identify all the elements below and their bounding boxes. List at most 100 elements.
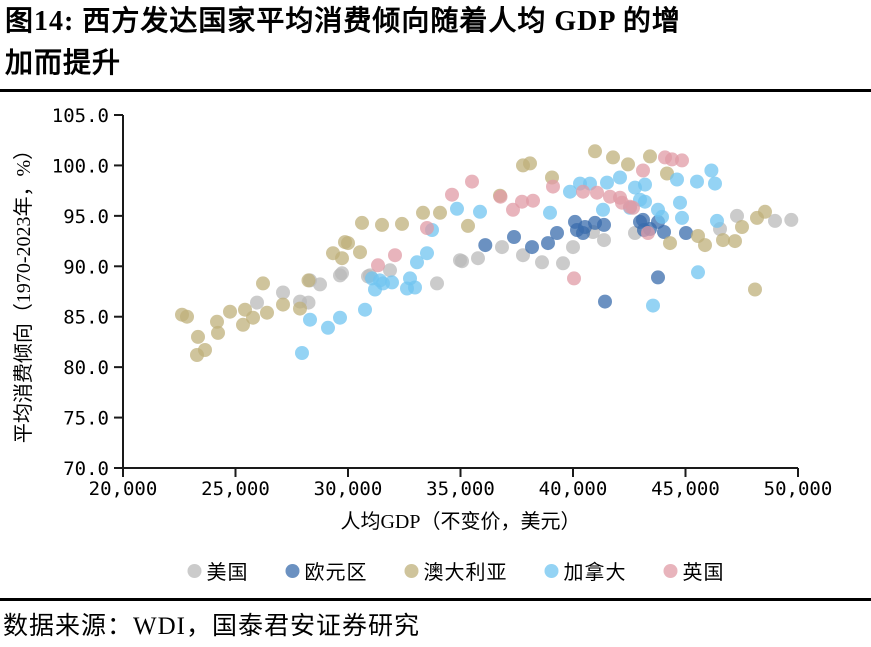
y-tick-label: 75.0 [63, 408, 109, 430]
data-point-加拿大 [600, 175, 614, 190]
data-point-欧元区 [597, 217, 611, 232]
data-point-加拿大 [638, 177, 652, 192]
data-point-加拿大 [596, 202, 610, 217]
data-point-加拿大 [303, 312, 317, 327]
y-tick-label: 90.0 [63, 256, 109, 278]
data-point-欧元区 [550, 226, 564, 240]
data-point-澳大利亚 [335, 251, 349, 266]
legend-marker-icon [187, 563, 202, 578]
legend-label: 澳大利亚 [423, 562, 508, 584]
data-point-澳大利亚 [211, 325, 225, 340]
data-point-加拿大 [295, 346, 309, 360]
data-point-澳大利亚 [198, 343, 212, 357]
data-point-美国 [430, 276, 444, 291]
data-point-加拿大 [410, 255, 424, 270]
data-point-澳大利亚 [433, 205, 447, 220]
data-point-加拿大 [638, 194, 652, 209]
data-point-美国 [455, 254, 469, 269]
data-point-澳大利亚 [223, 304, 237, 319]
data-point-英国 [420, 221, 434, 235]
x-tick-label: 40,000 [539, 478, 608, 500]
legend-marker-icon [544, 563, 559, 578]
data-point-美国 [768, 213, 782, 228]
data-point-加拿大 [613, 170, 627, 185]
data-point-加拿大 [321, 320, 335, 335]
data-point-英国 [526, 193, 540, 208]
legend-label: 美国 [206, 562, 249, 584]
y-tick-label: 105.0 [52, 105, 109, 127]
data-point-澳大利亚 [748, 282, 762, 297]
data-point-澳大利亚 [293, 301, 307, 316]
data-point-加拿大 [358, 302, 372, 317]
data-point-澳大利亚 [260, 305, 274, 320]
data-point-英国 [641, 226, 655, 240]
data-point-英国 [576, 184, 590, 199]
data-point-澳大利亚 [341, 236, 355, 251]
bottom-divider [0, 598, 871, 601]
legend: 美国 欧元区 澳大利亚 加拿大 英国 [187, 556, 725, 585]
y-tick-label: 100.0 [52, 155, 109, 177]
chart-title: 图14: 西方发达国家平均消费倾向随着人均 GDP 的增 加而提升 [5, 1, 865, 85]
data-point-澳大利亚 [663, 236, 677, 251]
data-point-加拿大 [675, 210, 689, 225]
data-point-加拿大 [420, 246, 434, 261]
x-tick-label: 30,000 [314, 478, 383, 500]
data-point-加拿大 [646, 298, 660, 313]
data-point-加拿大 [704, 163, 719, 178]
data-point-澳大利亚 [643, 149, 657, 164]
x-tick-label: 35,000 [426, 478, 495, 500]
data-point-加拿大 [543, 205, 557, 220]
x-tick-label: 50,000 [764, 478, 833, 500]
data-point-英国 [445, 187, 459, 202]
legend-item-加拿大: 加拿大 [544, 556, 627, 585]
data-point-美国 [597, 233, 611, 248]
legend-item-澳大利亚: 澳大利亚 [404, 556, 508, 585]
data-point-美国 [383, 263, 397, 278]
data-point-澳大利亚 [210, 314, 224, 329]
data-point-英国 [636, 163, 650, 178]
data-point-欧元区 [651, 270, 665, 285]
data-point-欧元区 [657, 225, 671, 239]
data-point-加拿大 [691, 265, 705, 280]
data-point-英国 [388, 248, 402, 263]
data-point-美国 [784, 212, 799, 227]
data-point-欧元区 [525, 240, 539, 255]
y-axis-title: 平均消费倾向（1970-2023年，%） [12, 140, 35, 443]
data-point-澳大利亚 [395, 216, 409, 231]
data-point-澳大利亚 [353, 245, 367, 260]
data-point-英国 [371, 258, 385, 273]
data-point-美国 [566, 240, 580, 255]
data-point-英国 [506, 202, 520, 217]
y-tick-label: 95.0 [63, 206, 109, 228]
legend-label: 加拿大 [563, 562, 627, 584]
data-point-欧元区 [478, 238, 493, 253]
data-point-澳大利亚 [191, 329, 205, 344]
data-point-澳大利亚 [588, 144, 602, 159]
data-point-澳大利亚 [246, 310, 260, 325]
data-point-英国 [515, 194, 529, 209]
legend-item-英国: 英国 [663, 556, 725, 585]
data-point-加拿大 [670, 172, 684, 187]
y-tick-label: 80.0 [63, 357, 109, 379]
legend-marker-icon [285, 563, 300, 578]
legend-label: 英国 [682, 562, 725, 584]
data-point-英国 [493, 189, 508, 204]
legend-marker-icon [404, 563, 419, 578]
data-point-欧元区 [598, 294, 612, 309]
chart-title-line-1: 图14: 西方发达国家平均消费倾向随着人均 GDP 的增 [5, 6, 681, 37]
data-point-澳大利亚 [276, 297, 290, 312]
top-divider [0, 89, 871, 92]
data-point-澳大利亚 [698, 238, 712, 253]
data-point-加拿大 [450, 201, 464, 216]
legend-item-美国: 美国 [187, 556, 249, 585]
data-point-英国 [675, 153, 689, 168]
data-point-加拿大 [673, 195, 687, 210]
data-point-澳大利亚 [375, 217, 389, 232]
data-point-澳大利亚 [236, 317, 250, 332]
data-point-澳大利亚 [180, 309, 194, 324]
data-point-加拿大 [690, 174, 704, 189]
data-point-澳大利亚 [416, 205, 430, 220]
chart-title-line-2: 加而提升 [5, 48, 122, 79]
